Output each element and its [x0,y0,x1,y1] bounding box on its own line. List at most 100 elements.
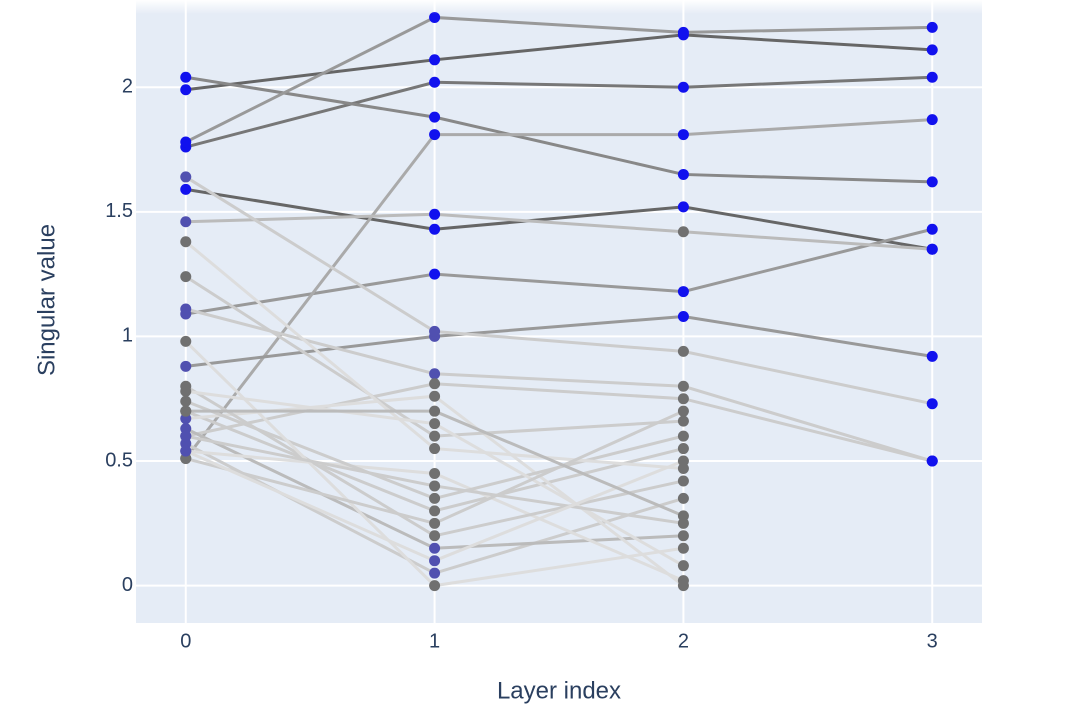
point-marker [926,114,938,126]
point-marker [429,11,441,23]
point-marker [429,208,441,220]
point-marker [429,268,441,280]
plot-background [136,0,982,623]
series-line [185,307,933,463]
y-axis-title: Singular value [33,224,60,376]
point-marker [180,395,192,407]
point-marker [180,183,192,195]
point-marker [429,480,441,492]
series-line [185,212,933,251]
point-marker [677,226,689,238]
point-marker [677,455,689,467]
point-marker [677,560,689,572]
point-marker [429,390,441,402]
point-marker [926,44,938,56]
point-marker [677,345,689,357]
point-marker [677,405,689,417]
series-line [185,75,933,149]
point-marker [677,81,689,93]
top-fade [0,0,1088,14]
point-marker [926,71,938,83]
point-marker [926,21,938,33]
point-marker [180,136,192,148]
point-marker [677,380,689,392]
point-marker [429,54,441,66]
series-line [184,118,933,460]
y-tick-label: 0 [122,574,133,596]
point-marker [180,84,192,96]
point-marker [180,236,192,248]
point-marker [926,176,938,188]
point-marker [180,405,192,417]
point-marker [677,443,689,455]
point-marker [677,168,689,180]
point-marker [677,492,689,504]
series-line [185,314,933,368]
point-marker [677,430,689,442]
point-marker [180,430,192,442]
point-marker [926,398,938,410]
series-line [185,33,933,92]
point-marker [429,492,441,504]
point-marker [429,418,441,430]
point-marker [429,368,441,380]
point-marker [429,129,441,141]
point-marker [180,71,192,83]
x-axis-title: Layer index [497,677,621,704]
x-tick-label: 1 [429,630,440,652]
point-marker [677,580,689,592]
point-marker [180,335,192,347]
x-tick-label: 3 [927,630,938,652]
point-marker [429,530,441,542]
series-line [185,187,933,251]
point-marker [677,530,689,542]
point-marker [926,455,938,467]
point-marker [429,567,441,579]
point-marker [677,129,689,141]
point-marker [429,517,441,529]
point-marker [429,378,441,390]
point-marker [180,445,192,457]
point-marker [926,350,938,362]
point-marker [429,405,441,417]
point-marker [429,555,441,567]
point-marker [429,542,441,554]
y-tick-label: 2 [122,76,133,98]
point-marker [677,286,689,298]
point-marker [180,271,192,283]
point-marker [677,310,689,322]
y-tick-label: 1 [122,325,133,347]
point-marker [677,201,689,213]
point-marker [677,542,689,554]
point-marker [429,223,441,235]
point-marker [677,393,689,405]
y-tick-label: 1.5 [105,200,133,222]
point-marker [677,475,689,487]
series-line [185,75,933,184]
point-marker [429,325,441,337]
point-marker [677,510,689,522]
point-marker [180,216,192,228]
series-line [184,175,933,406]
series-line [185,227,933,316]
point-marker [180,385,192,397]
x-tick-label: 0 [180,630,191,652]
point-marker [429,76,441,88]
point-marker [429,580,441,592]
y-tick-label: 0.5 [105,449,133,471]
point-marker [429,443,441,455]
point-marker [180,303,192,315]
point-marker [429,467,441,479]
point-marker [677,26,689,38]
point-marker [429,111,441,123]
point-marker [180,171,192,183]
point-marker [180,360,192,372]
point-marker [677,415,689,427]
point-marker [429,430,441,442]
x-tick-label: 2 [678,630,689,652]
series-line [185,15,933,144]
point-marker [429,505,441,517]
point-marker [926,243,938,255]
